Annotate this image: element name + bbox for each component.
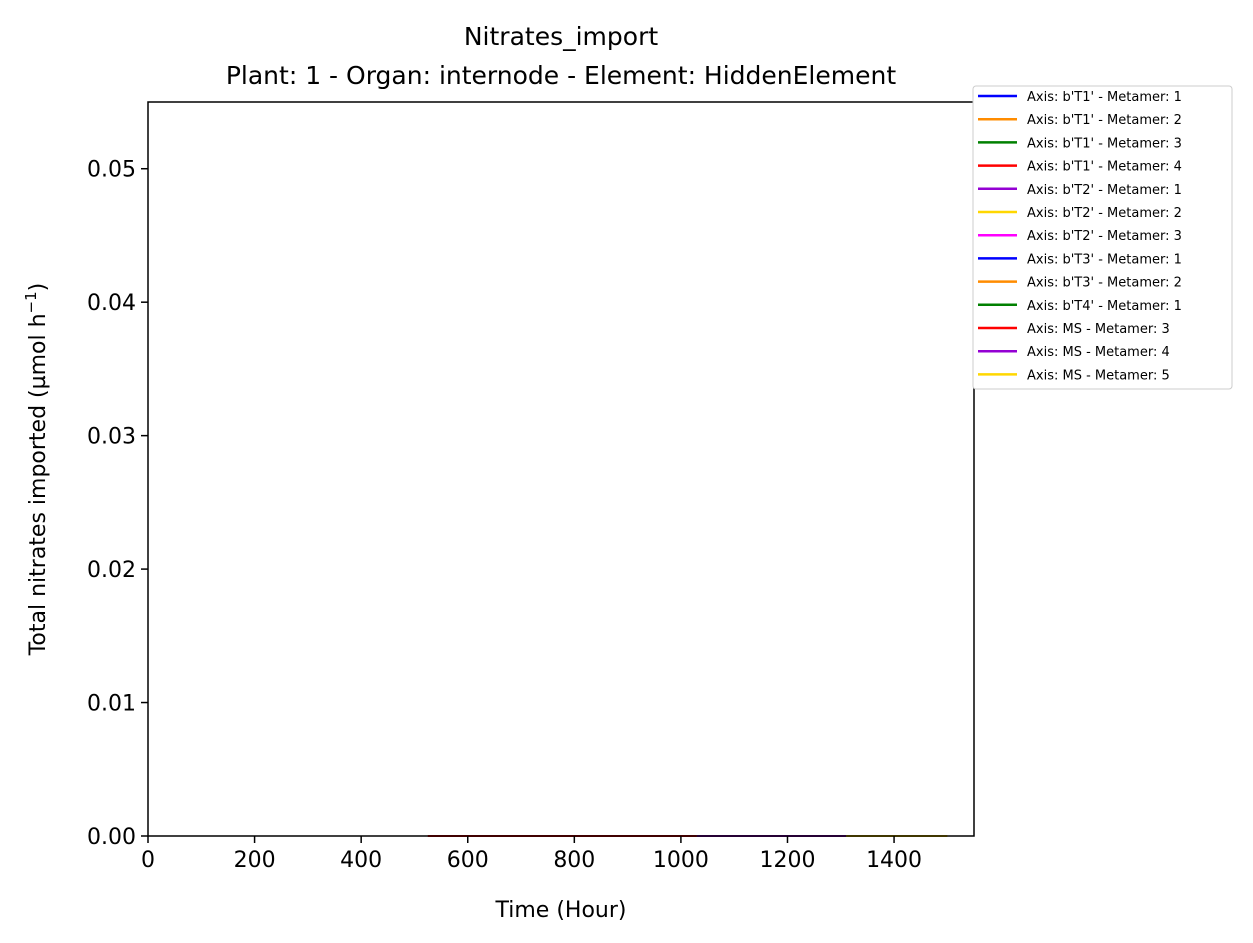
- y-axis-label: Total nitrates imported (µmol h−1): [22, 283, 51, 657]
- x-tick-label: 800: [553, 848, 595, 873]
- legend-label: Axis: b'T3' - Metamer: 1: [1027, 252, 1182, 267]
- legend-label: Axis: b'T2' - Metamer: 1: [1027, 183, 1182, 198]
- legend-label: Axis: MS - Metamer: 4: [1027, 345, 1170, 360]
- y-axis-label-close: ): [26, 283, 51, 292]
- x-tick-label: 600: [447, 848, 489, 873]
- legend-label: Axis: b'T2' - Metamer: 2: [1027, 206, 1182, 221]
- legend-box: [972, 85, 1233, 390]
- x-tick-label: 0: [141, 848, 155, 873]
- y-tick-label: 0.01: [87, 692, 136, 717]
- x-tick-label: 1000: [653, 848, 709, 873]
- legend-label: Axis: b'T1' - Metamer: 3: [1027, 136, 1182, 151]
- legend-label: Axis: b'T1' - Metamer: 4: [1027, 160, 1182, 175]
- legend-items: Axis: b'T1' - Metamer: 1 Axis: b'T1' - Me…: [978, 90, 1182, 383]
- y-tick-label: 0.03: [87, 425, 136, 450]
- y-axis-label-main: Total nitrates imported (µmol h: [26, 313, 51, 656]
- legend-label: Axis: MS - Metamer: 3: [1027, 322, 1170, 337]
- x-axis-label: Time (Hour): [495, 898, 627, 923]
- legend-label: Axis: b'T1' - Metamer: 2: [1027, 113, 1182, 128]
- x-axis-ticks: 0 200 400 600 800 1000 1200 1400: [141, 836, 922, 873]
- y-tick-label: 0.05: [87, 158, 136, 183]
- chart-subtitle: Plant: 1 - Organ: internode - Element: H…: [226, 61, 896, 90]
- x-tick-label: 1200: [759, 848, 815, 873]
- y-axis-label-superscript: −1: [22, 291, 40, 313]
- legend-label: Axis: MS - Metamer: 5: [1027, 368, 1170, 383]
- y-tick-label: 0.00: [87, 825, 136, 850]
- plot-area-frame: [147, 101, 975, 837]
- legend-label: Axis: b'T3' - Metamer: 2: [1027, 276, 1182, 291]
- y-tick-label: 0.04: [87, 291, 136, 316]
- legend: Axis: b'T1' - Metamer: 1 Axis: b'T1' - Me…: [972, 85, 1233, 390]
- chart-title-group: Nitrates_import Plant: 1 - Organ: intern…: [226, 22, 896, 90]
- y-axis-ticks: 0.00 0.01 0.02 0.03 0.04 0.05: [87, 158, 148, 850]
- x-tick-label: 1400: [866, 848, 922, 873]
- legend-label: Axis: b'T1' - Metamer: 1: [1027, 90, 1182, 105]
- x-tick-label: 400: [340, 848, 382, 873]
- legend-label: Axis: b'T4' - Metamer: 1: [1027, 299, 1182, 314]
- y-tick-label: 0.02: [87, 558, 136, 583]
- x-tick-label: 200: [234, 848, 276, 873]
- legend-label: Axis: b'T2' - Metamer: 3: [1027, 229, 1182, 244]
- chart-title: Nitrates_import: [464, 22, 658, 51]
